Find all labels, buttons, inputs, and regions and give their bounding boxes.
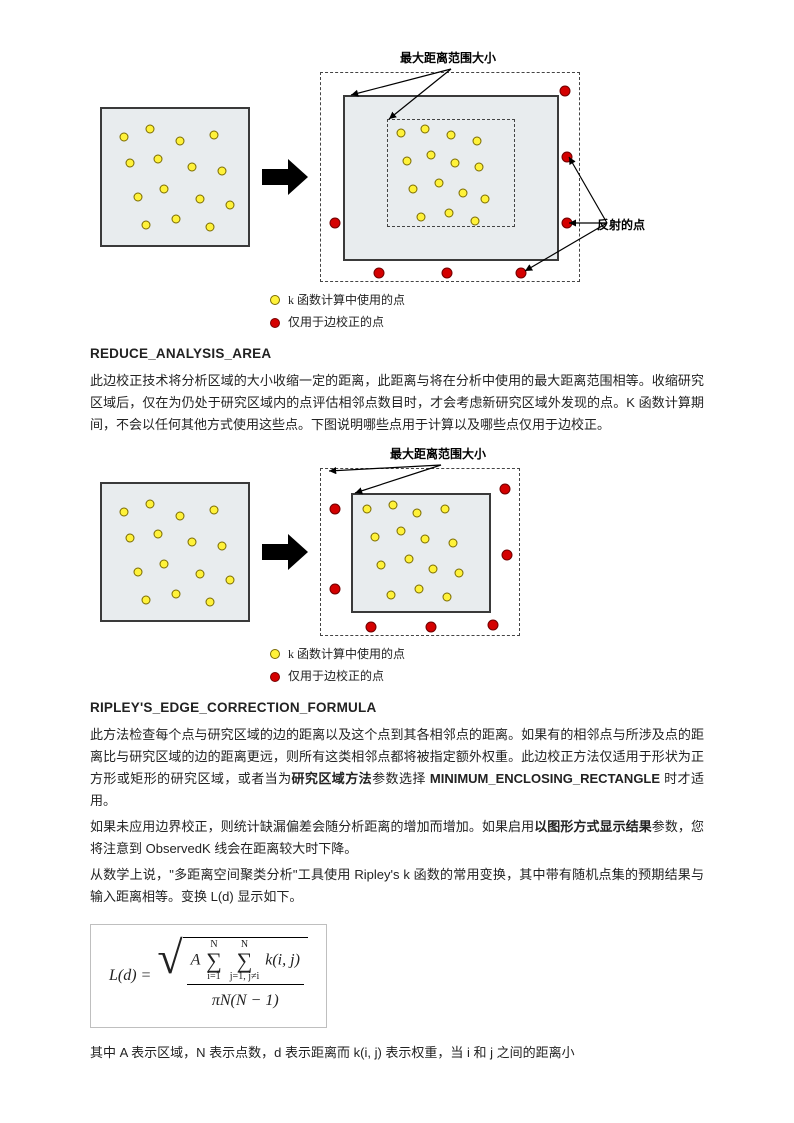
legend-yellow-text: k 函数计算中使用的点: [288, 290, 405, 310]
bold-span: MINIMUM_ENCLOSING_RECTANGLE: [430, 771, 660, 786]
text-span: j=1, j≠i: [230, 972, 259, 982]
legend-dot-yellow-icon: [270, 295, 280, 305]
text-span: k(i, j): [265, 952, 300, 969]
dia2-target-outer: [320, 468, 520, 636]
formula-lhs: L(d) =: [109, 962, 151, 989]
dia1-reflect-label: 反射的点: [597, 215, 645, 235]
dia2-legend: k 函数计算中使用的点 仅用于边校正的点: [270, 644, 704, 687]
heading-ripley: RIPLEY'S_EDGE_CORRECTION_FORMULA: [90, 697, 704, 720]
dia2-source-box: [100, 482, 250, 622]
legend-red-text: 仅用于边校正的点: [288, 312, 384, 332]
legend-yellow-text-2: k 函数计算中使用的点: [288, 644, 405, 664]
legend-dot-yellow-icon: [270, 649, 280, 659]
dia2-title: 最大距离范围大小: [390, 444, 486, 464]
formula-denominator: πN(N − 1): [208, 985, 283, 1014]
formula-box: L(d) = √ A N∑i=1 N∑j=1, j≠i k(i, j) πN(N…: [90, 924, 327, 1027]
dia1-target-outer: 反射的点: [320, 72, 580, 282]
dia2-arrows: [321, 469, 519, 635]
text-span: i=1: [207, 972, 220, 982]
dia1-legend: k 函数计算中使用的点 仅用于边校正的点: [270, 290, 704, 333]
legend-dot-red-icon: [270, 318, 280, 328]
diagram-reduce: 最大距离范围大小: [100, 444, 704, 636]
legend-dot-red-icon: [270, 672, 280, 682]
formula-numerator: A N∑i=1 N∑j=1, j≠i k(i, j): [187, 940, 304, 985]
text-span: 参数选择: [372, 771, 430, 786]
dia1-source-box: [100, 107, 250, 247]
diagram-simulate-outer: 最大距离范围大小 反射的点: [100, 48, 704, 282]
bold-span: 研究区域方法: [292, 771, 373, 786]
sqrt-icon: √: [157, 937, 182, 1014]
para-ripley-1: 此方法检查每个点与研究区域的边的距离以及这个点到其各相邻点的距离。如果有的相邻点…: [90, 724, 704, 812]
text-span: A: [191, 952, 200, 969]
dia1-arrows: [321, 73, 579, 281]
para-footer: 其中 A 表示区域，N 表示点数，d 表示距离而 k(i, j) 表示权重，当 …: [90, 1042, 704, 1064]
para-reduce: 此边校正技术将分析区域的大小收缩一定的距离，此距离与将在分析中使用的最大距离范围…: [90, 370, 704, 436]
text-span: 如果未应用边界校正，则统计缺漏偏差会随分析距离的增加而增加。如果启用: [90, 819, 534, 834]
arrow-right-icon: [260, 532, 310, 572]
para-ripley-3: 从数学上说，"多距离空间聚类分析"工具使用 Ripley's k 函数的常用变换…: [90, 864, 704, 908]
heading-reduce: REDUCE_ANALYSIS_AREA: [90, 343, 704, 366]
bold-span: 以图形方式显示结果: [534, 819, 652, 834]
dia1-title: 最大距离范围大小: [400, 48, 496, 68]
para-ripley-2: 如果未应用边界校正，则统计缺漏偏差会随分析距离的增加而增加。如果启用以图形方式显…: [90, 816, 704, 860]
legend-red-text-2: 仅用于边校正的点: [288, 666, 384, 686]
arrow-right-icon: [260, 157, 310, 197]
